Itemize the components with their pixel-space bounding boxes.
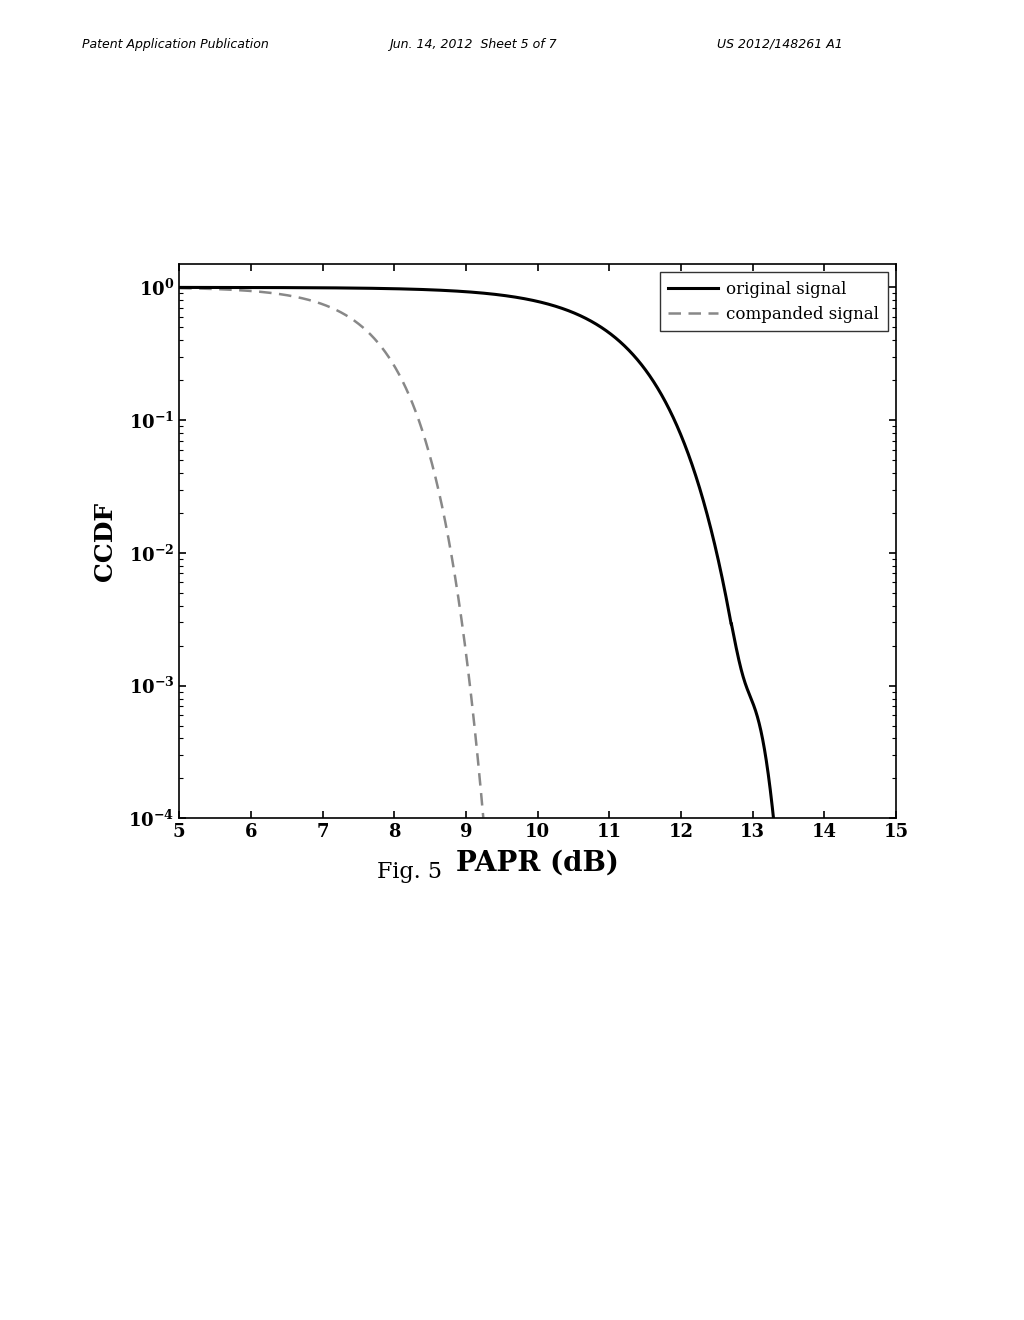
- companded signal: [350, 314, 362, 330]
- companded signal: [468, 711, 480, 727]
- X-axis label: PAPR (dB): PAPR (dB): [456, 850, 620, 876]
- companded signal: [173, 280, 185, 296]
- companded signal: [294, 290, 306, 306]
- original signal: [436, 282, 449, 298]
- companded signal: [255, 284, 267, 300]
- Legend: original signal, companded signal: original signal, companded signal: [659, 272, 888, 331]
- companded signal: [477, 809, 489, 825]
- original signal: [205, 280, 217, 296]
- original signal: [630, 350, 642, 366]
- original signal: [459, 284, 471, 300]
- original signal: [728, 630, 740, 645]
- Y-axis label: CCDF: CCDF: [93, 502, 117, 581]
- Text: Jun. 14, 2012  Sheet 5 of 7: Jun. 14, 2012 Sheet 5 of 7: [389, 37, 557, 50]
- companded signal: [328, 301, 340, 317]
- Text: Patent Application Publication: Patent Application Publication: [82, 37, 268, 50]
- Text: US 2012/148261 A1: US 2012/148261 A1: [717, 37, 843, 50]
- Line: companded signal: companded signal: [179, 288, 483, 817]
- companded signal: [196, 281, 208, 297]
- Line: original signal: original signal: [179, 288, 773, 817]
- original signal: [767, 809, 779, 825]
- Text: Fig. 5: Fig. 5: [377, 861, 442, 883]
- original signal: [173, 280, 185, 296]
- original signal: [762, 766, 774, 781]
